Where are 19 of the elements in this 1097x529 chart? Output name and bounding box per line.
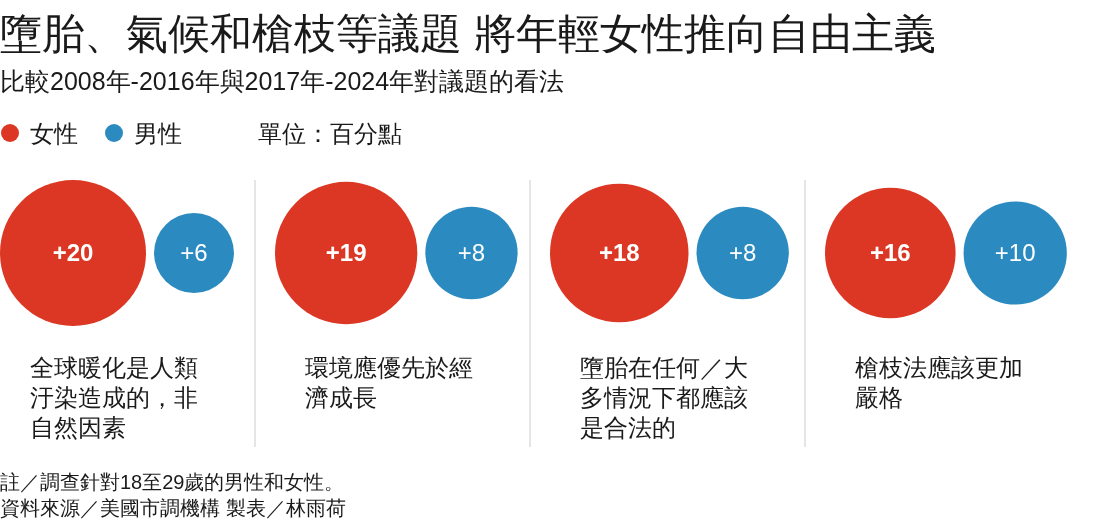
data-label: +6	[180, 239, 208, 266]
data-label: +20	[52, 239, 94, 266]
category-label: 槍枝法應該更加嚴格	[855, 354, 1023, 411]
text: 註／調查針對18至29歲的男性和女性。	[0, 471, 345, 493]
text: 單位：百分點	[258, 120, 402, 147]
category-label: 全球暖化是人類汙染造成的，非自然因素	[30, 354, 198, 441]
category-label: 墮胎在任何／大多情況下都應該是合法的	[580, 354, 748, 441]
data-label: +8	[728, 239, 757, 266]
text: 比較2008年-2016年與2017年-2024年對議題的看法	[0, 67, 565, 95]
data-label: +10	[994, 239, 1036, 266]
data-label: +16	[869, 239, 911, 266]
data-label: +19	[325, 239, 367, 266]
legend-label: 女性	[30, 120, 78, 147]
legend-label: 男性	[134, 120, 182, 147]
category-label: 環境應優先於經濟成長	[305, 354, 473, 411]
source-note: 資料來源／美國市調機構 製表／林雨荷	[0, 497, 346, 519]
data-label: +8	[457, 239, 486, 266]
data-label: +18	[598, 239, 640, 266]
text: 墮胎、氣候和槍枝等議題 將年輕女性推向自由主義	[0, 10, 936, 57]
